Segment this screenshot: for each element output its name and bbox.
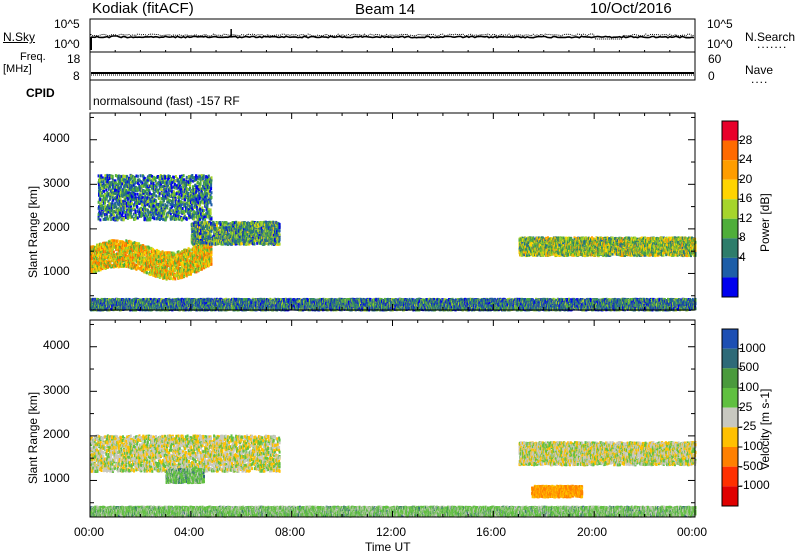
power-cell (120, 185, 122, 188)
power-cell (113, 192, 115, 195)
power-cell (122, 175, 124, 178)
power-cell (124, 175, 126, 178)
power-cell (98, 217, 100, 220)
power-cell (125, 198, 127, 201)
power-cell (104, 174, 106, 177)
power-cell (98, 186, 100, 189)
power-cell (131, 215, 133, 218)
power-cell (169, 251, 171, 254)
power-cell (120, 197, 122, 200)
freq-panel-frame (90, 52, 695, 80)
power-cell (279, 238, 281, 241)
power-cell (131, 202, 133, 205)
power-cell (103, 190, 105, 193)
power-cell (109, 202, 111, 205)
power-cell (101, 215, 103, 218)
power-cell (206, 249, 208, 252)
power-cell (104, 201, 106, 204)
power-cell (121, 182, 123, 185)
power-cell (148, 246, 150, 249)
power-cell (203, 241, 205, 244)
power-cell (279, 233, 281, 236)
power-cell (127, 249, 129, 252)
power-cell (211, 263, 213, 266)
power-cell (103, 180, 105, 183)
power-cell (235, 221, 237, 224)
power-cell (211, 251, 213, 254)
power-cell (107, 218, 109, 221)
power-cell (117, 240, 119, 243)
power-cell (99, 218, 101, 221)
power-cell (174, 277, 176, 280)
power-cell (112, 199, 114, 202)
power-cell (99, 198, 101, 201)
power-cell (170, 277, 172, 280)
power-cell (130, 212, 132, 215)
power-echoes (90, 174, 697, 312)
power-cell (115, 182, 117, 185)
power-cell (123, 217, 125, 220)
power-cell (148, 268, 150, 271)
power-cell (279, 243, 281, 246)
power-cell (190, 249, 192, 252)
power-cell (201, 221, 203, 224)
power-cell (104, 194, 106, 197)
power-cell (146, 271, 148, 274)
power-cell (100, 194, 102, 197)
power-cell (279, 229, 281, 232)
power-cell (131, 209, 133, 212)
power-cell (265, 242, 267, 245)
power-cell (119, 212, 121, 215)
nsky-trace (91, 36, 694, 38)
power-cell (113, 251, 115, 254)
power-cell (112, 175, 114, 178)
power-cell (279, 223, 281, 226)
power-cell (137, 267, 139, 270)
power-cell (113, 214, 115, 217)
power-cell (211, 242, 213, 245)
power-cell (279, 226, 281, 229)
power-cell (124, 211, 126, 214)
power-cell (126, 202, 128, 205)
power-cell (138, 242, 140, 245)
power-cell (117, 185, 119, 188)
power-cell (211, 248, 213, 251)
power-cell (211, 258, 213, 261)
power-cell (254, 243, 256, 246)
